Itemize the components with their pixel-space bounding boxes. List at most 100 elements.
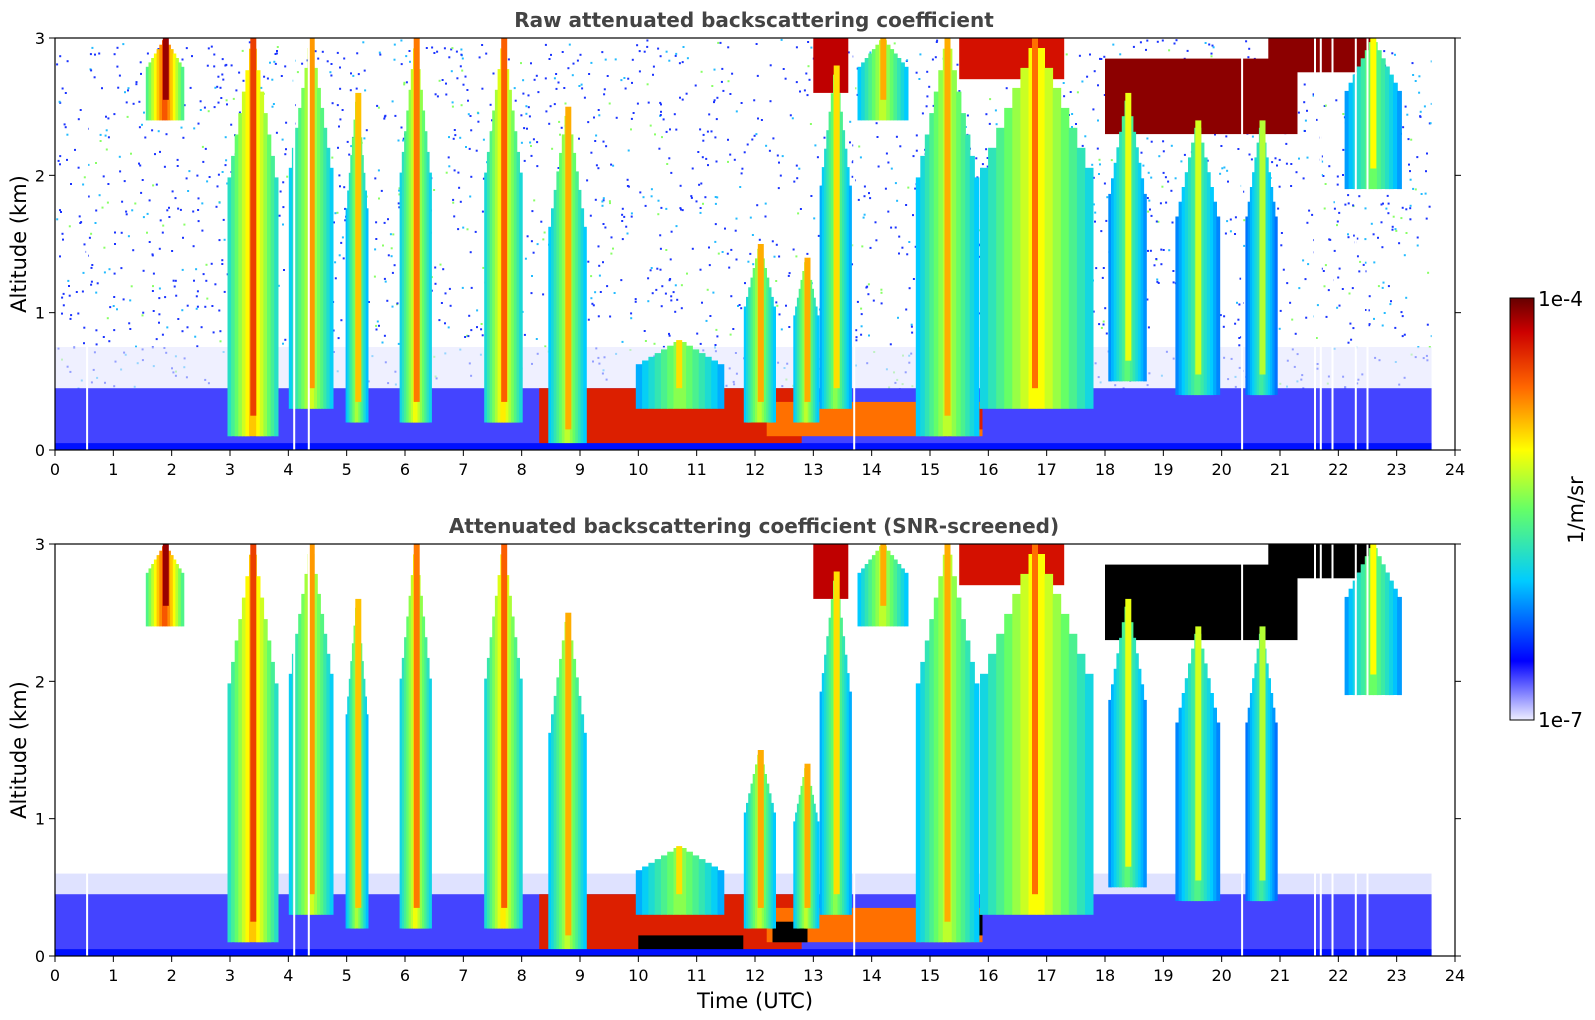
plume-streak (422, 616, 426, 929)
noise-pixel (604, 58, 607, 61)
noise-pixel (158, 297, 161, 300)
noise-pixel (1398, 242, 1401, 245)
noise-pixel (175, 294, 178, 297)
cloud-plume (635, 340, 725, 409)
noise-pixel (806, 252, 809, 255)
noise-pixel (159, 150, 161, 153)
noise-pixel (1206, 159, 1209, 162)
noise-pixel (130, 285, 133, 288)
plume-streak (572, 152, 577, 450)
noise-pixel (537, 91, 540, 94)
noise-pixel (630, 212, 633, 215)
noise-pixel (380, 189, 383, 192)
plume-streak (362, 678, 366, 929)
x-tick-label: 12 (745, 460, 765, 479)
noise-pixel (182, 136, 185, 139)
noise-pixel (544, 77, 547, 80)
data-gap (307, 38, 310, 450)
noise-pixel (1164, 176, 1167, 179)
plume-streak (227, 683, 232, 943)
noise-pixel (187, 190, 190, 192)
noise-pixel (594, 140, 597, 142)
plume-streak (304, 573, 309, 915)
plume-streak (361, 661, 364, 929)
noise-pixel (699, 268, 702, 271)
noise-pixel (1351, 287, 1354, 290)
plume-streak (1265, 157, 1269, 396)
noise-pixel (530, 154, 533, 157)
noise-pixel (116, 65, 119, 68)
noise-pixel (695, 200, 698, 203)
noise-pixel (1377, 236, 1379, 239)
plume-streak (1191, 648, 1195, 902)
noise-pixel (715, 328, 718, 331)
noise-pixel (914, 245, 917, 248)
noise-pixel (1323, 207, 1326, 210)
noise-pixel (1364, 207, 1367, 210)
noise-pixel (375, 324, 378, 327)
noise-pixel (1142, 164, 1145, 167)
noise-pixel (248, 41, 251, 44)
noise-pixel (657, 47, 660, 50)
noise-pixel (609, 202, 611, 205)
plume-core (804, 257, 811, 402)
plume-streak (692, 349, 700, 409)
plume-streak (345, 714, 349, 929)
noise-pixel (555, 87, 558, 90)
noise-pixel (675, 52, 678, 55)
plume-streak (1393, 82, 1398, 189)
noise-pixel (1119, 53, 1122, 56)
noise-pixel (522, 92, 525, 95)
noise-pixel (155, 183, 158, 186)
noise-pixel (469, 195, 472, 198)
noise-pixel (1383, 50, 1386, 53)
noise-pixel (791, 117, 794, 120)
noise-pixel (610, 252, 613, 255)
noise-pixel (716, 335, 719, 338)
noise-pixel (492, 72, 495, 75)
noise-pixel (1333, 207, 1336, 210)
noise-pixel (659, 247, 662, 250)
plume-streak (965, 640, 971, 943)
noise-pixel (210, 262, 213, 265)
plume-streak (819, 185, 823, 409)
noise-pixel (1418, 91, 1421, 94)
noise-pixel (529, 141, 532, 144)
noise-pixel (1338, 211, 1341, 214)
noise-pixel (737, 305, 739, 307)
noise-pixel (146, 212, 149, 215)
noise-pixel (1403, 254, 1406, 257)
x-tick-label: 15 (920, 966, 940, 985)
data-gap (1314, 38, 1316, 450)
noise-pixel (279, 190, 282, 193)
plume-streak (1004, 613, 1013, 915)
noise-pixel (1146, 137, 1149, 140)
noise-pixel (383, 277, 386, 280)
noise-pixel (140, 191, 143, 194)
noise-pixel (807, 41, 810, 43)
plume-streak (508, 595, 512, 929)
noise-pixel (467, 99, 469, 102)
noise-pixel (1380, 203, 1383, 206)
x-tick-label: 19 (1153, 460, 1173, 479)
noise-pixel (872, 299, 875, 302)
noise-pixel (809, 123, 812, 125)
plume-streak (426, 657, 430, 929)
noise-pixel (668, 157, 671, 160)
noise-pixel (753, 99, 756, 102)
plume-streak (234, 134, 239, 437)
plume-streak (821, 167, 825, 409)
noise-pixel (362, 41, 365, 44)
noise-pixel (1172, 270, 1175, 272)
noise-pixel (124, 91, 126, 94)
noise-pixel (899, 145, 902, 148)
noise-pixel (543, 231, 546, 234)
noise-pixel (1145, 48, 1147, 51)
noise-pixel (649, 124, 652, 127)
plume-streak (698, 353, 706, 409)
noise-pixel (461, 57, 464, 60)
plume-streak (1385, 572, 1390, 696)
noise-pixel (434, 282, 437, 285)
noise-pixel (141, 314, 144, 317)
noise-pixel (1414, 80, 1417, 82)
